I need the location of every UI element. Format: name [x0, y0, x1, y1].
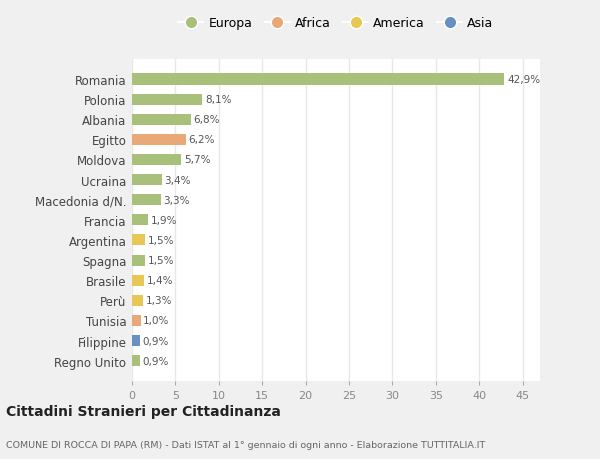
- Text: 1,9%: 1,9%: [151, 215, 178, 225]
- Text: COMUNE DI ROCCA DI PAPA (RM) - Dati ISTAT al 1° gennaio di ogni anno - Elaborazi: COMUNE DI ROCCA DI PAPA (RM) - Dati ISTA…: [6, 441, 485, 449]
- Legend: Europa, Africa, America, Asia: Europa, Africa, America, Asia: [176, 15, 496, 33]
- Text: 3,4%: 3,4%: [164, 175, 191, 185]
- Text: 1,0%: 1,0%: [143, 316, 170, 326]
- Bar: [132, 155, 181, 166]
- Bar: [132, 235, 145, 246]
- Text: 6,8%: 6,8%: [194, 115, 220, 125]
- Text: Cittadini Stranieri per Cittadinanza: Cittadini Stranieri per Cittadinanza: [6, 404, 281, 419]
- Text: 1,3%: 1,3%: [146, 296, 172, 306]
- Text: 6,2%: 6,2%: [188, 135, 215, 145]
- Text: 1,4%: 1,4%: [147, 275, 173, 285]
- Text: 8,1%: 8,1%: [205, 95, 232, 105]
- Bar: [132, 174, 161, 186]
- Bar: [132, 114, 191, 125]
- Text: 3,3%: 3,3%: [163, 195, 190, 205]
- Bar: [132, 315, 140, 326]
- Bar: [132, 195, 161, 206]
- Bar: [132, 335, 140, 346]
- Bar: [132, 74, 505, 85]
- Bar: [132, 215, 148, 226]
- Bar: [132, 275, 144, 286]
- Text: 0,9%: 0,9%: [142, 336, 169, 346]
- Bar: [132, 255, 145, 266]
- Bar: [132, 95, 202, 106]
- Bar: [132, 295, 143, 306]
- Text: 5,7%: 5,7%: [184, 155, 211, 165]
- Text: 1,5%: 1,5%: [148, 256, 174, 265]
- Text: 42,9%: 42,9%: [507, 75, 540, 85]
- Text: 1,5%: 1,5%: [148, 235, 174, 246]
- Bar: [132, 355, 140, 366]
- Bar: [132, 134, 186, 146]
- Text: 0,9%: 0,9%: [142, 356, 169, 366]
